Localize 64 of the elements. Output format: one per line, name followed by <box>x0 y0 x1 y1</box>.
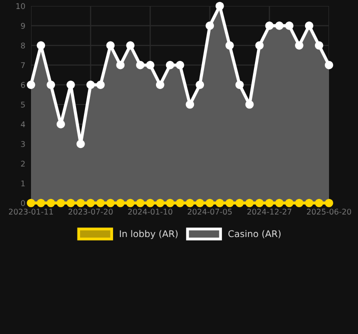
point <box>255 41 264 50</box>
point <box>66 198 75 208</box>
point <box>275 22 284 30</box>
point <box>324 198 334 208</box>
point <box>235 198 244 208</box>
point <box>186 100 194 109</box>
point <box>46 198 56 208</box>
point <box>196 80 204 89</box>
point <box>56 120 65 128</box>
point <box>106 198 115 208</box>
point <box>146 198 154 208</box>
point <box>156 198 164 208</box>
point <box>146 60 154 70</box>
point <box>216 198 224 208</box>
point <box>304 22 314 30</box>
point <box>76 198 85 208</box>
point <box>96 80 105 89</box>
point <box>324 60 334 70</box>
point <box>46 80 56 89</box>
point <box>196 198 204 208</box>
point <box>156 80 164 89</box>
point <box>86 198 95 208</box>
legend-label: Casino (AR) <box>228 230 281 238</box>
point <box>36 41 46 50</box>
point <box>255 198 264 208</box>
point <box>106 41 115 50</box>
point <box>116 60 125 70</box>
point <box>186 198 194 208</box>
point <box>216 2 224 10</box>
point <box>26 80 36 89</box>
point <box>176 198 184 208</box>
point <box>226 198 234 208</box>
point <box>66 80 75 89</box>
point <box>86 80 95 89</box>
point <box>295 198 304 208</box>
point <box>96 198 105 208</box>
point <box>26 198 36 208</box>
point <box>285 22 294 30</box>
point <box>314 41 324 50</box>
point <box>56 198 65 208</box>
point <box>314 198 324 208</box>
point <box>245 198 254 208</box>
point <box>76 140 85 148</box>
point <box>166 60 174 70</box>
legend-label: In lobby (AR) <box>120 230 178 239</box>
point <box>206 198 214 208</box>
point <box>126 198 134 208</box>
point <box>235 80 244 89</box>
point <box>116 198 125 208</box>
point <box>136 60 144 70</box>
point <box>245 100 254 109</box>
point <box>304 198 314 208</box>
point <box>275 198 284 208</box>
point <box>36 198 46 208</box>
point <box>295 41 304 50</box>
point <box>126 41 134 50</box>
point <box>176 60 184 70</box>
point <box>136 198 144 208</box>
point <box>166 198 174 208</box>
point <box>226 41 234 50</box>
point <box>265 198 274 208</box>
point <box>206 22 214 30</box>
point <box>285 198 294 208</box>
point <box>265 22 274 30</box>
